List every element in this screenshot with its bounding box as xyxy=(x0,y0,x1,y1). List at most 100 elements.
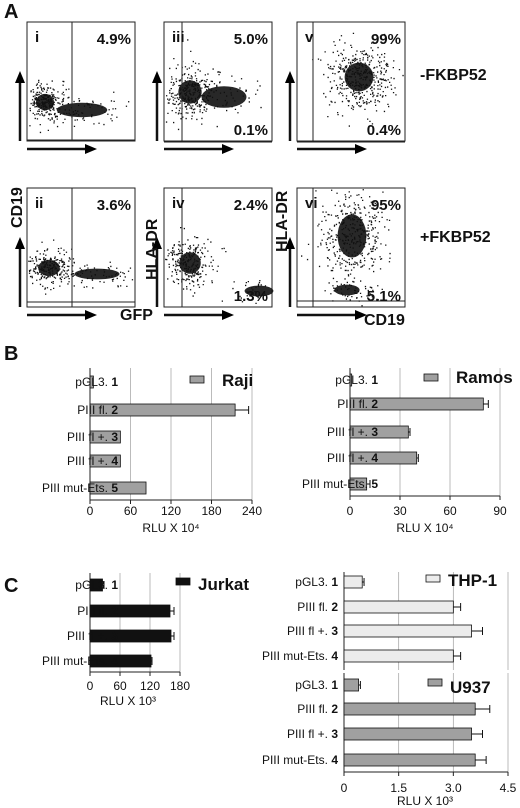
legend-swatch xyxy=(425,574,441,583)
bar-charts: 0 60 120 180 240 RLU X 10⁴ Raji pGL3. 1 PIII fl.… xyxy=(42,368,517,808)
category-label: PIII fl. 2 xyxy=(337,397,378,411)
dense-cluster xyxy=(179,252,201,274)
category-label: PIII fl +. 3 xyxy=(327,425,378,439)
bar-chart-ramos: 0 30 60 90 RLU X 10⁴ Ramos pGL3. 1 PIII fl. 2 PI… xyxy=(302,368,513,535)
category-label: PIII mut-Ets. 4 xyxy=(262,753,338,767)
chart-title: Raji xyxy=(222,371,253,390)
category-label: PIII fl. 2 xyxy=(297,702,338,716)
bar xyxy=(343,727,472,741)
dense-cluster xyxy=(201,86,247,108)
category-label: pGL3. 1 xyxy=(75,375,118,389)
lower-right-percent: 0.1% xyxy=(234,122,268,139)
x-arrow-head xyxy=(222,310,234,320)
bar xyxy=(343,678,359,692)
bar xyxy=(343,624,472,638)
plot-frame xyxy=(296,21,406,142)
x-tick-label: 90 xyxy=(493,504,507,518)
category-label: pGL3. 1 xyxy=(75,578,118,592)
x-tick-label: 0 xyxy=(341,781,348,795)
bar xyxy=(89,375,94,389)
dot-cloud xyxy=(312,32,404,127)
chart-title: Ramos xyxy=(456,368,513,387)
bar xyxy=(343,600,454,614)
plot-id-label: i xyxy=(35,29,39,46)
bar xyxy=(349,373,353,387)
y-axis-label-hladr-iv: HLA-DR xyxy=(144,218,161,280)
x-axis-label-cd19: CD19 xyxy=(364,312,405,329)
y-arrow-head xyxy=(285,237,295,249)
upper-right-percent: 99% xyxy=(371,31,401,48)
plot-frame xyxy=(26,21,136,142)
panel-label-c: C xyxy=(4,575,18,597)
category-label: PIII mut-Ets. 4 xyxy=(42,654,118,668)
flow-plot-iii: iii 5.0% 0.1% xyxy=(152,21,273,154)
x-arrow-head xyxy=(222,144,234,154)
flow-plot-vi: vi 95% 5.1% xyxy=(285,187,406,320)
plot-frame xyxy=(26,187,136,308)
category-label: PIII mut-Ets. 5 xyxy=(302,477,378,491)
lower-right-percent: 5.1% xyxy=(367,288,401,305)
upper-right-percent: 95% xyxy=(371,197,401,214)
category-label: PIII fl +. 3 xyxy=(287,624,338,638)
y-arrow-head xyxy=(285,71,295,83)
chart-title: Jurkat xyxy=(198,575,249,594)
bar xyxy=(89,454,121,468)
upper-right-percent: 2.4% xyxy=(234,197,268,214)
flow-plot-i: i 4.9% xyxy=(15,21,136,154)
plot-id-label: v xyxy=(305,29,314,46)
dense-cluster xyxy=(36,93,54,111)
x-tick-label: 4.5 xyxy=(500,781,517,795)
row-label-plus-fkbp52: +FKBP52 xyxy=(420,229,491,246)
chart-title: U937 xyxy=(450,678,491,697)
x-tick-label: 180 xyxy=(170,679,190,693)
upper-right-percent: 4.9% xyxy=(97,31,131,48)
category-label: PIII fl +. 4 xyxy=(327,451,378,465)
flow-cytometry-panels: i 4.9% iii 5.0% 0.1% v 99% 0.4% ii 3.6% iv 2.4% 1.3%… xyxy=(15,21,406,320)
bar xyxy=(343,649,454,663)
dot-cloud xyxy=(324,277,383,302)
bar xyxy=(343,753,476,767)
category-label: pGL3. 1 xyxy=(295,575,338,589)
x-tick-label: 1.5 xyxy=(390,781,407,795)
category-label: PIII fl. 2 xyxy=(77,604,118,618)
dense-cluster xyxy=(344,62,374,92)
flow-plot-ii: ii 3.6% xyxy=(15,187,136,320)
bar xyxy=(343,575,363,589)
x-tick-label: 120 xyxy=(140,679,160,693)
y-arrow-head xyxy=(15,71,25,83)
x-tick-label: 60 xyxy=(124,504,138,518)
upper-right-percent: 3.6% xyxy=(97,197,131,214)
category-label: PIII fl. 2 xyxy=(297,600,338,614)
bar-chart-u937: 0 1.5 3.0 4.5 RLU X 10³ U937 pGL3. 1 PIII fl. 2… xyxy=(262,673,517,808)
x-arrow-head xyxy=(85,310,97,320)
lower-right-percent: 1.3% xyxy=(234,288,268,305)
x-tick-label: 120 xyxy=(161,504,181,518)
bar xyxy=(343,702,476,716)
dense-cluster xyxy=(74,268,120,280)
x-arrow-head xyxy=(355,310,367,320)
x-axis-label: RLU X 10⁴ xyxy=(396,521,453,535)
flow-plot-v: v 99% 0.4% xyxy=(285,21,406,154)
x-axis-label: RLU X 10⁴ xyxy=(142,521,199,535)
bar xyxy=(89,430,121,444)
x-axis-label: RLU X 10³ xyxy=(100,694,156,708)
plot-frame xyxy=(296,187,406,308)
bar xyxy=(89,481,147,495)
panel-label-b: B xyxy=(4,343,18,365)
x-tick-label: 3.0 xyxy=(445,781,462,795)
dot-cloud xyxy=(166,68,262,128)
dense-cluster xyxy=(244,285,274,297)
bar-chart-jurkat: 0 60 120 180 RLU X 10³ Jurkat pGL3. 1 PIII fl. … xyxy=(42,573,249,708)
flow-plot-iv: iv 2.4% 1.3% xyxy=(152,187,274,320)
y-arrow-head xyxy=(15,237,25,249)
category-label: PIII fl +. 3 xyxy=(287,727,338,741)
dense-cluster xyxy=(38,259,60,277)
category-label: pGL3. 1 xyxy=(295,678,338,692)
upper-right-percent: 5.0% xyxy=(234,31,268,48)
dense-cluster xyxy=(334,284,360,296)
category-label: PIII fl. 2 xyxy=(77,403,118,417)
legend-swatch xyxy=(423,373,439,382)
legend-swatch xyxy=(427,678,443,687)
x-tick-label: 0 xyxy=(347,504,354,518)
